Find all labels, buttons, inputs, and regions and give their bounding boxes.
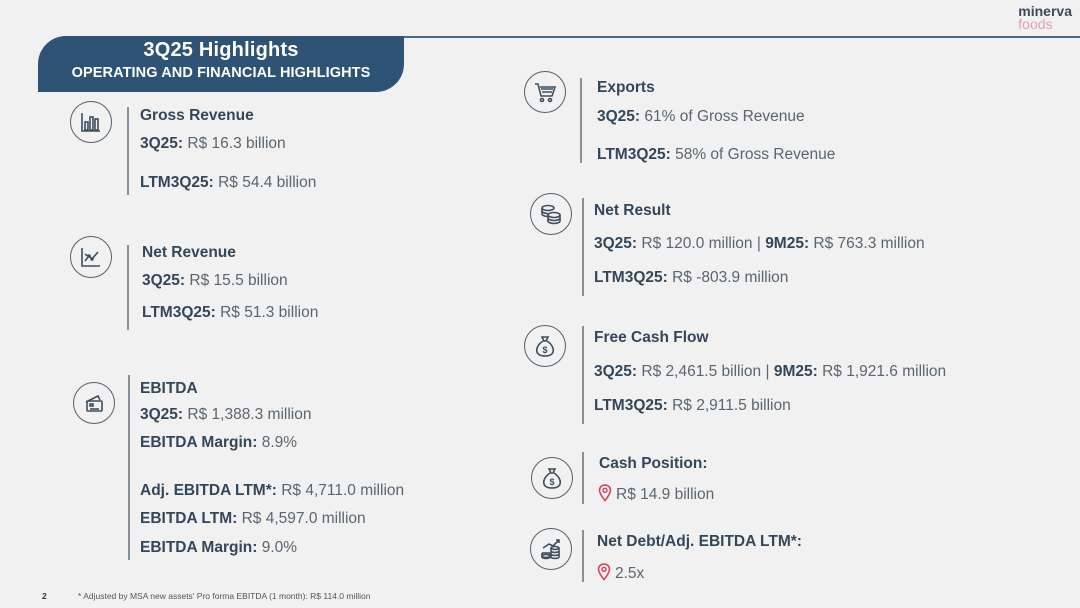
net-result-heading: Net Result — [594, 202, 671, 219]
net-revenue-ltm: LTM3Q25: R$ 51.3 billion — [142, 304, 319, 321]
net-debt-ebitda-value: 2.5x — [597, 563, 644, 583]
adj-ebitda-ltm: Adj. EBITDA LTM*: R$ 4,711.0 million — [140, 482, 405, 499]
bar-chart-icon — [70, 101, 112, 143]
divider — [582, 452, 584, 504]
divider — [582, 530, 584, 582]
footnote: * Adjusted by MSA new assets' Pro forma … — [78, 591, 371, 601]
net-result-3q25: 3Q25: R$ 120.0 million | 9M25: R$ 763.3 … — [594, 235, 925, 252]
net-result-ltm: LTM3Q25: R$ -803.9 million — [594, 269, 789, 286]
page-subtitle: OPERATING AND FINANCIAL HIGHLIGHTS — [71, 65, 371, 81]
line-chart-icon — [70, 236, 112, 278]
gross-revenue-ltm: LTM3Q25: R$ 54.4 billion — [140, 174, 317, 191]
ebitda-margin-ltm: EBITDA Margin: 9.0% — [140, 539, 298, 556]
divider — [582, 198, 584, 296]
exports-3q25: 3Q25: 61% of Gross Revenue — [597, 108, 805, 125]
net-revenue-3q25: 3Q25: R$ 15.5 billion — [142, 272, 288, 289]
cards-icon — [73, 382, 115, 424]
divider — [127, 107, 129, 195]
ebitda-heading: EBITDA — [140, 380, 198, 397]
title-banner: 3Q25 Highlights OPERATING AND FINANCIAL … — [38, 36, 404, 92]
cash-position-heading: Cash Position: — [599, 455, 708, 472]
growth-coins-icon — [530, 528, 572, 570]
minerva-foods-logo: minerva foods — [1018, 3, 1072, 32]
page-number: 2 — [42, 591, 47, 601]
divider — [580, 78, 582, 163]
fcf-ltm: LTM3Q25: R$ 2,911.5 billion — [594, 397, 791, 414]
net-debt-ebitda-heading: Net Debt/Adj. EBITDA LTM*: — [597, 533, 802, 550]
svg-text:$: $ — [542, 345, 547, 355]
svg-text:$: $ — [549, 477, 554, 487]
cash-position-value: R$ 14.9 billion — [598, 484, 714, 504]
location-pin-icon — [597, 563, 611, 581]
money-bag-icon: $ — [531, 457, 573, 499]
divider — [582, 326, 584, 424]
divider — [127, 245, 129, 330]
page-title: 3Q25 Highlights — [143, 39, 299, 61]
gross-revenue-heading: Gross Revenue — [140, 107, 254, 124]
exports-ltm: LTM3Q25: 58% of Gross Revenue — [597, 146, 836, 163]
net-revenue-heading: Net Revenue — [142, 244, 236, 261]
exports-heading: Exports — [597, 79, 655, 96]
divider — [128, 375, 130, 560]
shopping-cart-icon — [524, 71, 566, 113]
ebitda-margin-3q25: EBITDA Margin: 8.9% — [140, 434, 298, 451]
fcf-3q25: 3Q25: R$ 2,461.5 billion | 9M25: R$ 1,92… — [594, 363, 947, 380]
coins-icon — [530, 193, 572, 235]
free-cash-flow-heading: Free Cash Flow — [594, 329, 709, 346]
money-bag-icon: $ — [524, 325, 566, 367]
location-pin-icon — [598, 484, 612, 502]
ebitda-ltm: EBITDA LTM: R$ 4,597.0 million — [140, 510, 366, 527]
gross-revenue-3q25: 3Q25: R$ 16.3 billion — [140, 135, 286, 152]
ebitda-3q25: 3Q25: R$ 1,388.3 million — [140, 406, 312, 423]
header-rule — [400, 36, 1080, 38]
